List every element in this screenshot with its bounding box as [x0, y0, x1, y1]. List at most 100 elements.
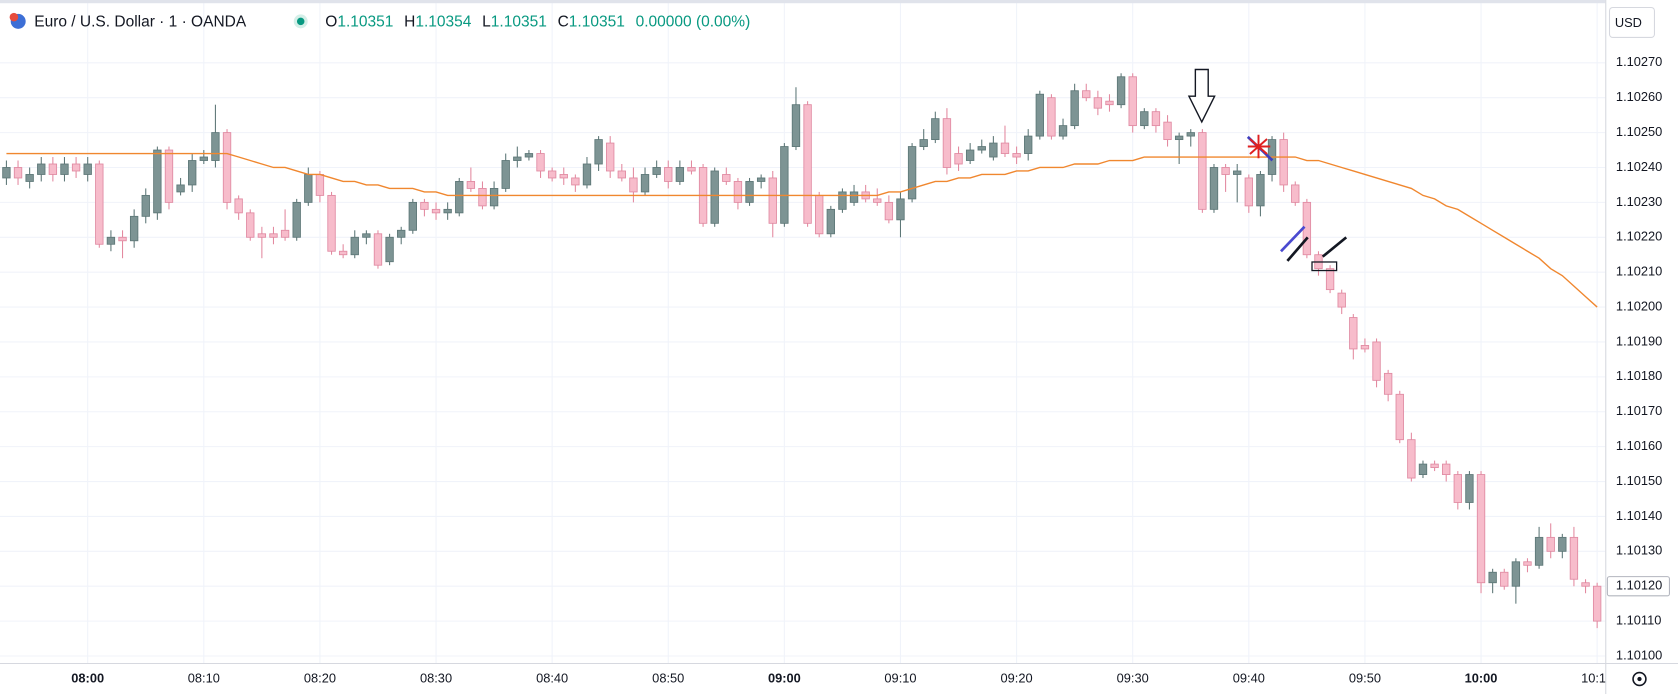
candle-body [292, 201, 301, 238]
candle-body [1442, 463, 1451, 475]
candle-body [745, 181, 754, 203]
candle-body [455, 181, 464, 214]
candle-body [1221, 167, 1230, 175]
x-tick-label: 08:50 [652, 670, 684, 685]
candle-body [664, 167, 673, 182]
candle-body [513, 156, 522, 161]
candle-body [1383, 372, 1393, 395]
rectangle [1311, 261, 1338, 272]
candle-body [919, 139, 928, 147]
y-tick-label: 1.10130 [1616, 543, 1662, 558]
ohlc-value: 1.10351 [337, 14, 393, 31]
candle-body [1418, 463, 1428, 475]
candle-body [780, 146, 789, 224]
x-tick-label: 09:40 [1233, 670, 1265, 685]
candle-body [1256, 174, 1265, 207]
ohlc-label: L [482, 14, 491, 31]
x-tick-label: 08:40 [536, 670, 568, 685]
candle-body [188, 160, 197, 186]
y-tick-label: 1.10260 [1616, 89, 1662, 104]
candle-body [1395, 393, 1404, 441]
candle-body [907, 146, 917, 200]
candle-body [37, 163, 46, 175]
x-tick-label: 09:10 [884, 670, 916, 685]
candle-body [1476, 474, 1486, 584]
ohlc-value: 1.10351 [569, 14, 625, 31]
candle-body [466, 181, 476, 189]
red-cross [1247, 134, 1271, 159]
candle-body [1093, 97, 1103, 109]
y-tick-label: 1.10220 [1616, 229, 1662, 244]
candle-body [48, 163, 58, 175]
x-tick-label: 08:10 [188, 670, 220, 685]
x-tick-label: 08:00 [71, 670, 104, 685]
candle-body [1000, 142, 1010, 154]
candle-body [408, 201, 417, 231]
candle-body [13, 167, 23, 179]
candle-body [1325, 268, 1335, 291]
ohlc-label: C [558, 14, 569, 31]
candle-body [547, 170, 557, 179]
candle-body [385, 236, 394, 263]
x-tick-label: 09:50 [1349, 670, 1381, 685]
candle-body [1349, 317, 1358, 350]
candle-body [443, 208, 452, 214]
candle-body [362, 233, 371, 238]
candle-body [269, 233, 278, 238]
y-tick-label: 1.10140 [1616, 508, 1662, 523]
x-tick-label: 09:30 [1117, 670, 1149, 685]
candle-body [524, 153, 534, 158]
candle-body [60, 163, 69, 175]
y-tick-label: 1.10100 [1616, 647, 1662, 662]
legend-header: Euro / U.S. Dollar · 1 · OANDA O1.10351 … [9, 12, 750, 31]
candle-body [652, 167, 661, 175]
axes: 1.10100 1.10110 1.10130 1.10140 1.10150 1.101… [71, 54, 1670, 685]
settings-icon [1637, 676, 1642, 682]
blue-line [1280, 225, 1306, 253]
candle-body [106, 236, 116, 245]
candle-body [1047, 97, 1056, 137]
candle-body [431, 208, 441, 214]
y-tick-label: 1.10200 [1616, 298, 1662, 313]
candle-body [257, 233, 267, 238]
candle-body [1233, 170, 1242, 175]
candle-body [1581, 582, 1590, 587]
candle-body [141, 194, 150, 217]
candle-body [373, 233, 383, 266]
candle-body [280, 229, 290, 238]
candle-body [1070, 90, 1079, 127]
settings-icon[interactable] [1632, 671, 1647, 687]
symbol-icon [9, 12, 19, 22]
candle-body [478, 188, 487, 207]
candle-body [571, 177, 580, 186]
candle-body [1500, 571, 1509, 587]
y-tick-label: 1.10170 [1616, 403, 1662, 418]
y-tick-label: 1.10110 [1616, 613, 1661, 628]
candle-body [83, 163, 92, 175]
candle-body [931, 118, 940, 141]
currency[interactable]: USD [1615, 15, 1642, 30]
candle-body [849, 191, 859, 203]
x-tick-label: 09:20 [1001, 670, 1033, 685]
x-tick-label: 10:00 [1465, 670, 1498, 685]
candle-body [118, 236, 127, 242]
candle-body [954, 153, 963, 165]
candle-body [896, 198, 905, 221]
y-tick-label: 1.10230 [1616, 194, 1662, 209]
candle-body [420, 201, 429, 210]
currency-button[interactable] [1608, 6, 1655, 38]
y-tick-label: 1.10190 [1616, 333, 1662, 348]
candle-body [489, 188, 499, 207]
candle-body [1430, 463, 1439, 469]
candle-body [606, 142, 615, 172]
candle-body [687, 167, 696, 172]
candle-body [246, 212, 255, 238]
candle-body [1128, 76, 1137, 127]
candle-body [1058, 125, 1068, 137]
ohlc-label: H [404, 14, 415, 31]
x-tick-label: 10:10 [1581, 670, 1613, 685]
candle-body [199, 156, 208, 161]
candle-body [942, 118, 952, 168]
